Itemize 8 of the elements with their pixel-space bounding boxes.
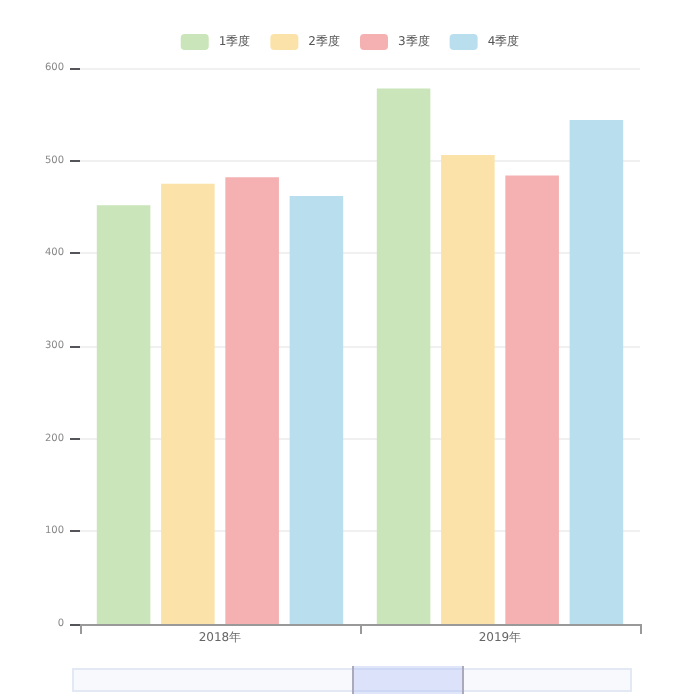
bar: [289, 195, 344, 624]
bar: [161, 183, 215, 624]
bar: [569, 119, 624, 624]
bar: [441, 155, 495, 624]
bar: [505, 175, 559, 624]
bar: [225, 177, 279, 624]
bar: [96, 205, 151, 624]
bar: [376, 88, 431, 624]
